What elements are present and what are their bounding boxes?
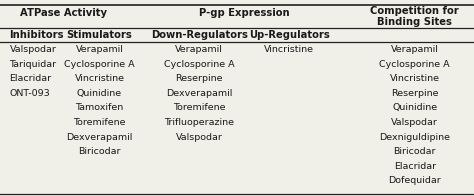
Text: Elacridar: Elacridar bbox=[9, 74, 52, 83]
Text: Vincristine: Vincristine bbox=[264, 45, 314, 54]
Text: Tariquidar: Tariquidar bbox=[9, 60, 56, 69]
Text: Stimulators: Stimulators bbox=[67, 30, 132, 40]
Text: Quinidine: Quinidine bbox=[392, 103, 438, 113]
Text: Valspodar: Valspodar bbox=[9, 45, 56, 54]
Text: Vincristine: Vincristine bbox=[74, 74, 125, 83]
Text: Down-Regulators: Down-Regulators bbox=[151, 30, 247, 40]
Text: Competition for
Binding Sites: Competition for Binding Sites bbox=[370, 6, 459, 27]
Text: Vincristine: Vincristine bbox=[390, 74, 440, 83]
Text: Cyclosporine A: Cyclosporine A bbox=[164, 60, 234, 69]
Text: Trifluoperazine: Trifluoperazine bbox=[164, 118, 234, 127]
Text: ONT-093: ONT-093 bbox=[9, 89, 50, 98]
Text: P-gp Expression: P-gp Expression bbox=[199, 8, 290, 18]
Text: Quinidine: Quinidine bbox=[77, 89, 122, 98]
Text: Reserpine: Reserpine bbox=[175, 74, 223, 83]
Text: ATPase Activity: ATPase Activity bbox=[20, 8, 108, 18]
Text: Dexverapamil: Dexverapamil bbox=[166, 89, 232, 98]
Text: Valspodar: Valspodar bbox=[392, 118, 438, 127]
Text: Toremifene: Toremifene bbox=[73, 118, 126, 127]
Text: Dexverapamil: Dexverapamil bbox=[66, 132, 133, 142]
Text: Valspodar: Valspodar bbox=[176, 132, 222, 142]
Text: Cyclosporine A: Cyclosporine A bbox=[380, 60, 450, 69]
Text: Cyclosporine A: Cyclosporine A bbox=[64, 60, 135, 69]
Text: Dexniguldipine: Dexniguldipine bbox=[379, 132, 450, 142]
Text: Tamoxifen: Tamoxifen bbox=[75, 103, 124, 113]
Text: Reserpine: Reserpine bbox=[391, 89, 438, 98]
Text: Biricodar: Biricodar bbox=[393, 147, 436, 156]
Text: Dofequidar: Dofequidar bbox=[388, 176, 441, 185]
Text: Elacridar: Elacridar bbox=[394, 162, 436, 171]
Text: Verapamil: Verapamil bbox=[175, 45, 223, 54]
Text: Biricodar: Biricodar bbox=[78, 147, 121, 156]
Text: Verapamil: Verapamil bbox=[391, 45, 439, 54]
Text: Verapamil: Verapamil bbox=[75, 45, 124, 54]
Text: Up-Regulators: Up-Regulators bbox=[249, 30, 329, 40]
Text: Toremifene: Toremifene bbox=[173, 103, 225, 113]
Text: Inhibitors: Inhibitors bbox=[9, 30, 64, 40]
